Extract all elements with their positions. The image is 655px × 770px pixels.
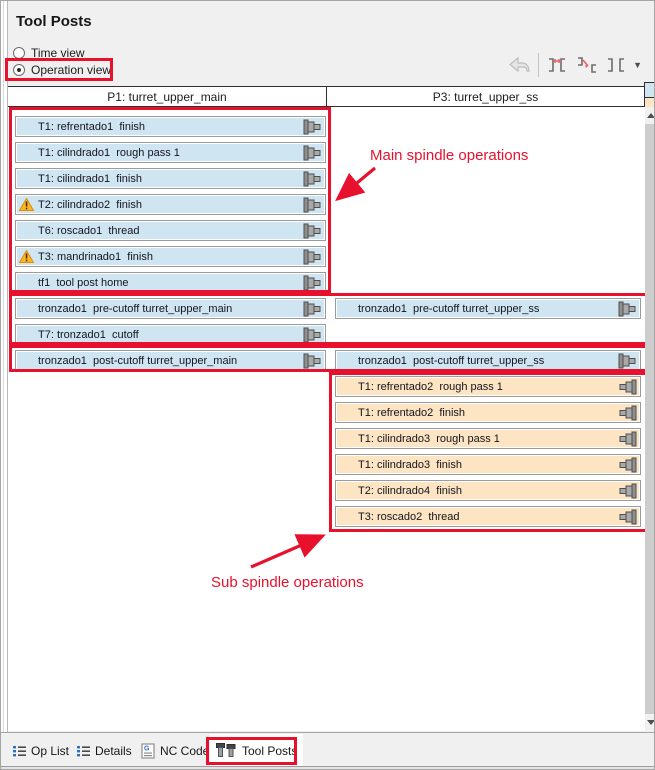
column-header-p1: P1: turret_upper_main [8, 87, 327, 106]
operation-label: T3: roscado2 thread [358, 510, 460, 523]
operation-bar[interactable]: tronzado1 pre-cutoff turret_upper_main [15, 298, 326, 319]
operation-label: T1: cilindrado1 finish [38, 172, 142, 185]
operation-bar[interactable]: tf1 tool post home [15, 272, 326, 293]
tool-post-icon [618, 379, 637, 395]
operation-label: T1: cilindrado3 rough pass 1 [358, 432, 500, 445]
operation-bar[interactable]: T1: cilindrado1 finish [15, 168, 326, 189]
radio-label-operation: Operation view [31, 63, 112, 77]
operation-label: T1: refrentado1 finish [38, 120, 146, 133]
operation-label: tronzado1 post-cutoff turret_upper_main [38, 354, 238, 367]
tool-post-icon [618, 509, 637, 525]
operation-bar[interactable]: T3: mandrinado1 finish [15, 246, 326, 267]
radio-time-view[interactable]: Time view [13, 45, 85, 61]
toolbar-separator [538, 53, 540, 77]
operation-bar[interactable]: T7: tronzado1 cutoff [15, 324, 326, 345]
sync-wait-icon[interactable] [546, 55, 568, 75]
radio-circle-time[interactable] [13, 47, 25, 59]
scroll-down-icon[interactable] [645, 714, 654, 731]
sync-toolbar: ▼ [507, 51, 642, 79]
operation-label: T7: tronzado1 cutoff [38, 328, 139, 341]
tab-nc-code[interactable]: G NC Code [135, 734, 215, 767]
column-header-row: P1: turret_upper_main P3: turret_upper_s… [8, 86, 644, 107]
tool-post-icon [618, 431, 637, 447]
tool-post-icon [303, 353, 322, 369]
tool-post-icon [618, 405, 637, 421]
window-bottom-edge [1, 766, 654, 769]
operation-bar[interactable]: T1: cilindrado1 rough pass 1 [15, 142, 326, 163]
tab-op-list[interactable]: Op List [7, 734, 75, 767]
operation-label: tronzado1 post-cutoff turret_upper_ss [358, 354, 545, 367]
warning-icon [18, 249, 35, 266]
window-left-edge [1, 1, 8, 769]
operation-label: T1: cilindrado1 rough pass 1 [38, 146, 180, 159]
operation-label: tronzado1 pre-cutoff turret_upper_main [38, 302, 233, 315]
operation-bar[interactable]: tronzado1 pre-cutoff turret_upper_ss [335, 298, 641, 319]
operation-label: tf1 tool post home [38, 276, 129, 289]
operation-bar[interactable]: tronzado1 post-cutoff turret_upper_main [15, 350, 326, 371]
tool-post-icon [303, 197, 322, 213]
partial-next-column [644, 82, 654, 107]
tool-post-icon [303, 327, 322, 343]
unsync-brackets-icon[interactable] [606, 55, 626, 75]
list-icon [77, 745, 90, 756]
operation-bar[interactable]: T1: cilindrado3 finish [335, 454, 641, 475]
operation-bar[interactable]: T2: cilindrado2 finish [15, 194, 326, 215]
tool-post-icon [618, 457, 637, 473]
toolbar-dropdown-icon[interactable]: ▼ [633, 60, 642, 70]
tab-details[interactable]: Details [71, 734, 138, 767]
operation-label: T1: refrentado2 rough pass 1 [358, 380, 503, 393]
tab-label: NC Code [160, 743, 210, 758]
tool-post-icon [303, 119, 322, 135]
undo-arrow-icon[interactable] [507, 55, 531, 75]
warning-icon [18, 197, 35, 214]
sync-move-icon[interactable] [575, 55, 599, 75]
radio-operation-view[interactable]: Operation view [13, 62, 111, 78]
tool-post-icon [303, 301, 322, 317]
list-icon [13, 745, 26, 756]
tab-tool-posts[interactable]: Tool Posts [210, 734, 304, 767]
operation-label: T6: roscado1 thread [38, 224, 140, 237]
operation-label: T1: cilindrado3 finish [358, 458, 462, 471]
tool-post-icon [303, 145, 322, 161]
operation-bar[interactable]: T2: cilindrado4 finish [335, 480, 641, 501]
operation-label: T1: refrentado2 finish [358, 406, 466, 419]
operation-bar[interactable]: tronzado1 post-cutoff turret_upper_ss [335, 350, 641, 371]
nc-code-icon: G [141, 743, 155, 758]
operations-canvas: T1: refrentado1 finish T1: cilindrado1 ro… [8, 107, 645, 731]
tool-post-icon [303, 223, 322, 239]
tool-post-icon [303, 275, 322, 291]
column-header-p3: P3: turret_upper_ss [432, 89, 539, 104]
operation-bar[interactable]: T1: refrentado2 finish [335, 402, 641, 423]
bottom-tab-bar: Op List Details G NC Code Tool Posts [1, 732, 654, 768]
page-title: Tool Posts [16, 13, 92, 30]
radio-circle-operation[interactable] [13, 64, 25, 76]
tab-label: Tool Posts [242, 743, 298, 758]
operation-bar[interactable]: T1: cilindrado3 rough pass 1 [335, 428, 641, 449]
tool-post-icon [303, 249, 322, 265]
operation-bar[interactable]: T1: refrentado2 rough pass 1 [335, 376, 641, 397]
tool-posts-icon [216, 743, 236, 757]
operation-label: T2: cilindrado2 finish [38, 198, 142, 211]
operation-bar[interactable]: T1: refrentado1 finish [15, 116, 326, 137]
operation-label: T2: cilindrado4 finish [358, 484, 462, 497]
operation-bar[interactable]: T6: roscado1 thread [15, 220, 326, 241]
radio-label-time: Time view [31, 46, 85, 60]
tab-label: Op List [31, 743, 70, 758]
operation-label: tronzado1 pre-cutoff turret_upper_ss [358, 302, 540, 315]
tool-post-icon [618, 483, 637, 499]
tool-post-icon [618, 301, 637, 317]
tool-post-icon [618, 353, 637, 369]
svg-text:G: G [144, 745, 150, 752]
tab-label: Details [95, 743, 132, 758]
scroll-up-icon[interactable] [645, 107, 654, 124]
operation-label: T3: mandrinado1 finish [38, 250, 153, 263]
vertical-scrollbar[interactable] [645, 107, 654, 731]
operation-bar[interactable]: T3: roscado2 thread [335, 506, 641, 527]
tool-post-icon [303, 171, 322, 187]
top-panel: Tool Posts Time view Operation view ▼ [5, 1, 654, 86]
